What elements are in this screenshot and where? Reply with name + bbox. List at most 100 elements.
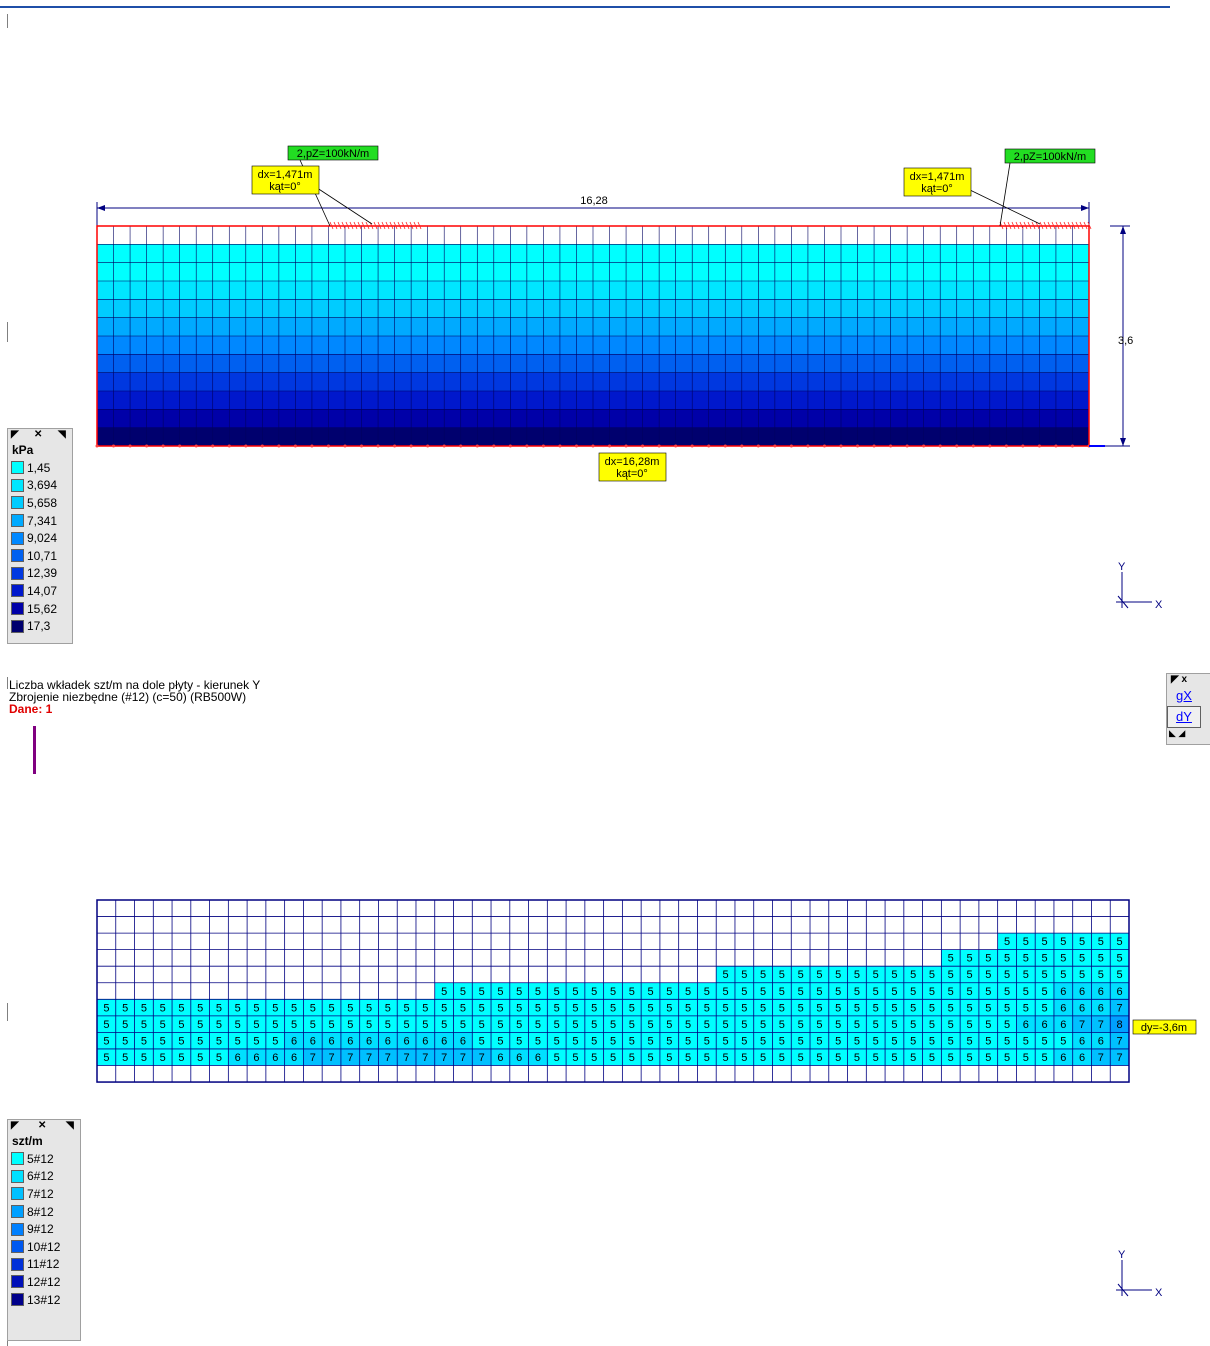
reinforcement-value: 5 <box>1023 1002 1029 1014</box>
reinforcement-value: 5 <box>554 1019 560 1031</box>
support-node <box>723 444 727 448</box>
legend-pin-icon[interactable]: ◥ <box>66 1120 74 1131</box>
reinforcement-cell <box>134 1015 154 1033</box>
reinforcement-cell <box>847 982 867 1000</box>
reinforcement-cell <box>397 999 416 1016</box>
reinforcement-cell <box>434 1032 454 1049</box>
reinforcement-value: 5 <box>1042 1035 1048 1047</box>
reinforcement-cell <box>903 999 923 1016</box>
stress-legend[interactable]: ◤ ✕ ◥ kPa 1,45 3,694 5,658 7,341 9,024 10,71 1… <box>7 428 73 644</box>
reinforcement-cell <box>209 1032 229 1049</box>
reinforcement-cell <box>753 982 773 1000</box>
reinforcement-value: 5 <box>798 986 804 998</box>
reinforcement-value: 7 <box>385 1052 391 1064</box>
reinforcement-value: 5 <box>816 1052 822 1064</box>
support-node <box>343 444 347 448</box>
reinforcement-cell <box>153 1015 173 1033</box>
reinforcement-cell <box>641 999 660 1016</box>
reinforcement-cell <box>303 1048 323 1066</box>
reinforcement-value: 5 <box>704 986 710 998</box>
reinforcement-value: 5 <box>854 969 860 981</box>
support-node <box>178 444 182 448</box>
reinforcement-value: 6 <box>1023 1019 1029 1031</box>
support-node <box>1054 444 1058 448</box>
legend-resize-icon[interactable]: ◤ <box>11 1120 19 1131</box>
reinforcement-value: 5 <box>272 1019 278 1031</box>
reinforcement-value: 5 <box>647 1052 653 1064</box>
load-right-box[interactable] <box>1004 148 1096 164</box>
direction-toolbox[interactable]: ◤ x gX dY ◣ ◢ <box>1166 673 1210 745</box>
load-left-name: 2,pZ=100kN/m <box>297 148 369 160</box>
reinforcement-value: 5 <box>741 986 747 998</box>
tool-gx-button[interactable]: gX <box>1176 688 1192 703</box>
reinforcement-value: 5 <box>235 1019 241 1031</box>
legend-close-icon[interactable]: ✕ <box>38 1120 47 1131</box>
legend-pin-icon[interactable]: ◥ <box>58 429 66 440</box>
reinforcement-cell <box>528 999 548 1016</box>
reinforcement-cell <box>378 1032 398 1049</box>
reinforcement-cell <box>791 982 811 1000</box>
reinforcement-value: 6 <box>1098 1002 1104 1014</box>
reinforcement-cell <box>1110 1032 1129 1049</box>
reinforcement-cell <box>491 999 510 1016</box>
reinforcement-value: 6 <box>272 1052 278 1064</box>
reinforcement-cell <box>697 1032 717 1049</box>
reinforcement-value: 5 <box>347 1002 353 1014</box>
reinforcement-cell <box>115 1048 135 1066</box>
reinforcement-value: 5 <box>441 1002 447 1014</box>
reinforcement-cell <box>566 1048 585 1066</box>
reinforcement-cell <box>903 966 923 983</box>
reinforcement-value: 5 <box>891 1002 897 1014</box>
support-node <box>194 444 198 448</box>
dy-label-box[interactable] <box>1132 1019 1197 1035</box>
reinforcement-value: 5 <box>647 1002 653 1014</box>
legend-resize-icon[interactable]: ◤ <box>11 429 19 440</box>
reinforcement-value: 5 <box>966 1002 972 1014</box>
reinforcement-value: 5 <box>873 1019 879 1031</box>
reinforcement-cell <box>1110 933 1129 950</box>
reinforcement-cell <box>791 1048 811 1066</box>
reinforcement-value: 5 <box>741 1052 747 1064</box>
reinforcement-cell <box>284 1048 304 1066</box>
reinforcement-value: 5 <box>122 1035 128 1047</box>
reinforcement-value: 5 <box>253 1019 259 1031</box>
load-left-box[interactable] <box>287 145 379 161</box>
reinforcement-value: 5 <box>910 1052 916 1064</box>
load-left-offset-box[interactable] <box>251 165 320 195</box>
reinforcement-cell <box>322 999 341 1016</box>
reinforcement-cell <box>997 982 1017 1000</box>
reinforcement-value: 5 <box>854 1035 860 1047</box>
load-hatch-line <box>413 221 418 230</box>
legend-header: ◤ ✕ ◥ <box>8 1120 80 1134</box>
left-tick <box>7 14 8 28</box>
reinforcement-value: 5 <box>479 986 485 998</box>
reinforcement-cell <box>153 999 173 1016</box>
reinforcement-cell <box>209 999 229 1016</box>
reinforcement-value: 5 <box>160 1002 166 1014</box>
reinforcement-value: 5 <box>516 1019 522 1031</box>
legend-swatch <box>11 496 24 510</box>
reinforcement-cell <box>772 982 792 1000</box>
support-node <box>426 444 430 448</box>
load-hatch-line <box>401 221 406 230</box>
reinforcement-value: 5 <box>122 1019 128 1031</box>
legend-close-icon[interactable]: ✕ <box>34 429 43 440</box>
load-hatch-line <box>1055 221 1060 230</box>
legend-swatch <box>11 549 24 563</box>
reinforcement-value: 5 <box>1042 986 1048 998</box>
support-box[interactable] <box>598 452 667 482</box>
reinforcement-value: 5 <box>704 1019 710 1031</box>
tool-dy-button[interactable]: dY <box>1167 706 1201 728</box>
reinforcement-cell <box>97 999 116 1016</box>
reinforcement-cell <box>190 1048 210 1066</box>
reinforcement-value: 5 <box>1079 936 1085 948</box>
reinforcement-cell <box>97 1015 116 1033</box>
reinforcement-value: 5 <box>760 986 766 998</box>
reinforcement-cell <box>1053 999 1073 1016</box>
reinforcement-cell <box>678 1015 698 1033</box>
reinforcement-legend[interactable]: ◤ ✕ ◥ szt/m 5#12 6#12 7#12 8#12 9#12 10#12 11#… <box>7 1119 81 1341</box>
reinforcement-cell <box>528 1032 548 1049</box>
reinforcement-cell <box>678 982 698 1000</box>
reinforcement-value: 5 <box>948 969 954 981</box>
load-right-offset-box[interactable] <box>903 167 972 197</box>
